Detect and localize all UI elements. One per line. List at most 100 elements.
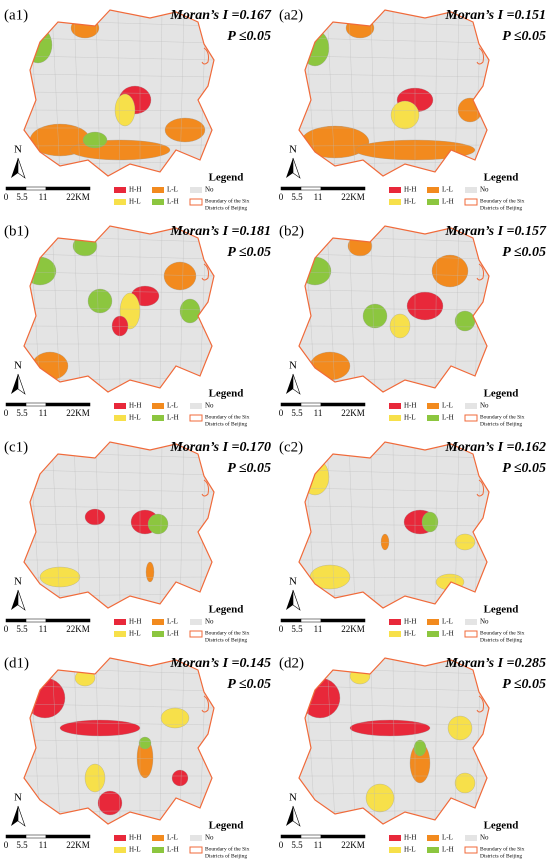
cluster-area [145,561,155,583]
legend-swatch [152,187,164,193]
scale-label: 0 [4,192,9,202]
cluster-area [380,533,390,551]
cluster-area [114,93,136,127]
boundary-bump [476,263,484,281]
map-panel: (c1) Moran’s I =0.170 P ≤0.05 N 0 5.5 11 22KM Le… [4,439,271,643]
legend-label: L-L [167,834,178,842]
legend-swatch [114,403,126,409]
legend-swatch [464,414,478,422]
district-line [24,360,214,363]
legend-title: Legend [209,820,244,832]
district-line [95,442,101,608]
legend-label: No [480,618,489,626]
district-line [24,37,214,44]
scale-label: 11 [314,192,323,202]
scale-label: 5.5 [291,624,303,634]
district-line [24,55,214,61]
legend-swatch [427,619,439,625]
boundary-bump [201,695,209,713]
cluster-area [84,763,106,793]
p-value: P ≤0.05 [502,245,546,260]
legend-swatch [152,619,164,625]
district-line [299,685,489,692]
district-line [454,442,460,608]
morans-i: Moran’s I =0.285 [444,656,546,671]
district-line [299,109,489,112]
cluster-area [138,736,152,750]
legend-label: H-H [404,834,416,842]
district-line [454,10,460,176]
scale-label: 5.5 [291,192,303,202]
legend-swatch [464,198,478,206]
scale-bar [300,402,322,407]
legend-label: Boundary of the Six [480,845,525,852]
north-arrow [292,157,301,179]
cluster-area [39,566,81,588]
cluster-area [457,97,483,123]
scale-bar [5,402,27,407]
legend-label: Districts of Beijing [205,420,247,427]
p-value: P ≤0.05 [227,245,271,260]
legend-label: Boundary of the Six [480,197,525,204]
district-line [326,226,336,392]
legend-label: Boundary of the Six [205,845,250,852]
district-line [348,442,356,608]
scale-bar [5,618,27,623]
cluster-area [454,533,476,551]
north-arrow [286,806,293,826]
scale-label: 0 [279,192,284,202]
legend-label: Districts of Beijing [480,852,522,859]
legend-swatch [427,835,439,841]
map-panel: (d1) Moran’s I =0.145 P ≤0.05 N 0 5.5 11 22KM Le… [4,655,271,859]
scale-bar [300,186,322,191]
legend-label: Districts of Beijing [480,204,522,211]
scale-label: 22KM [341,408,365,418]
district-line [299,37,489,44]
panel-label: (a1) [4,7,28,23]
district-line [299,271,489,277]
legend-label: No [205,618,214,626]
scale-label: 22KM [341,624,365,634]
scale-bar [280,186,302,191]
legend-swatch [389,631,401,637]
district-line [24,144,214,147]
map-panel: (b2) Moran’s I =0.157 P ≤0.05 N 0 5.5 11 22KM Le… [279,223,547,427]
map-panel: (c2) Moran’s I =0.162 P ≤0.05 N 0 5.5 11 22KM Le… [279,439,546,643]
scale-label: 22KM [66,408,90,418]
scale-bar [320,834,366,839]
district-line [159,658,163,824]
legend-label: H-L [404,630,416,638]
cluster-area [435,573,465,591]
district-line [299,739,489,743]
p-value: P ≤0.05 [502,461,546,476]
north-arrow [286,590,293,610]
legend-label: L-L [442,834,453,842]
legend-swatch [389,199,401,205]
legend-label: H-H [129,618,141,626]
district-line [24,109,214,112]
district-line [299,55,489,61]
legend-swatch [464,630,478,638]
cluster-area [171,769,189,787]
scale-label: 11 [314,840,323,850]
north-arrow [17,589,26,611]
district-line [73,226,81,392]
cluster-area [447,715,473,741]
district-line [24,739,214,743]
legend-label: L-L [442,186,453,194]
morans-i: Moran’s I =0.170 [169,440,271,455]
legend-label: L-H [442,846,454,854]
legend-label: H-L [129,414,141,422]
north-label: N [14,576,22,588]
cluster-area [160,707,190,729]
legend-label: H-H [129,402,141,410]
legend-swatch [114,835,126,841]
cluster-area [421,511,439,533]
district-line [454,658,460,824]
scale-label: 11 [39,624,48,634]
north-arrow [11,374,18,394]
legend-label: L-L [442,618,453,626]
district-line [24,792,214,795]
district-line [370,226,376,392]
legend-swatch [152,835,164,841]
